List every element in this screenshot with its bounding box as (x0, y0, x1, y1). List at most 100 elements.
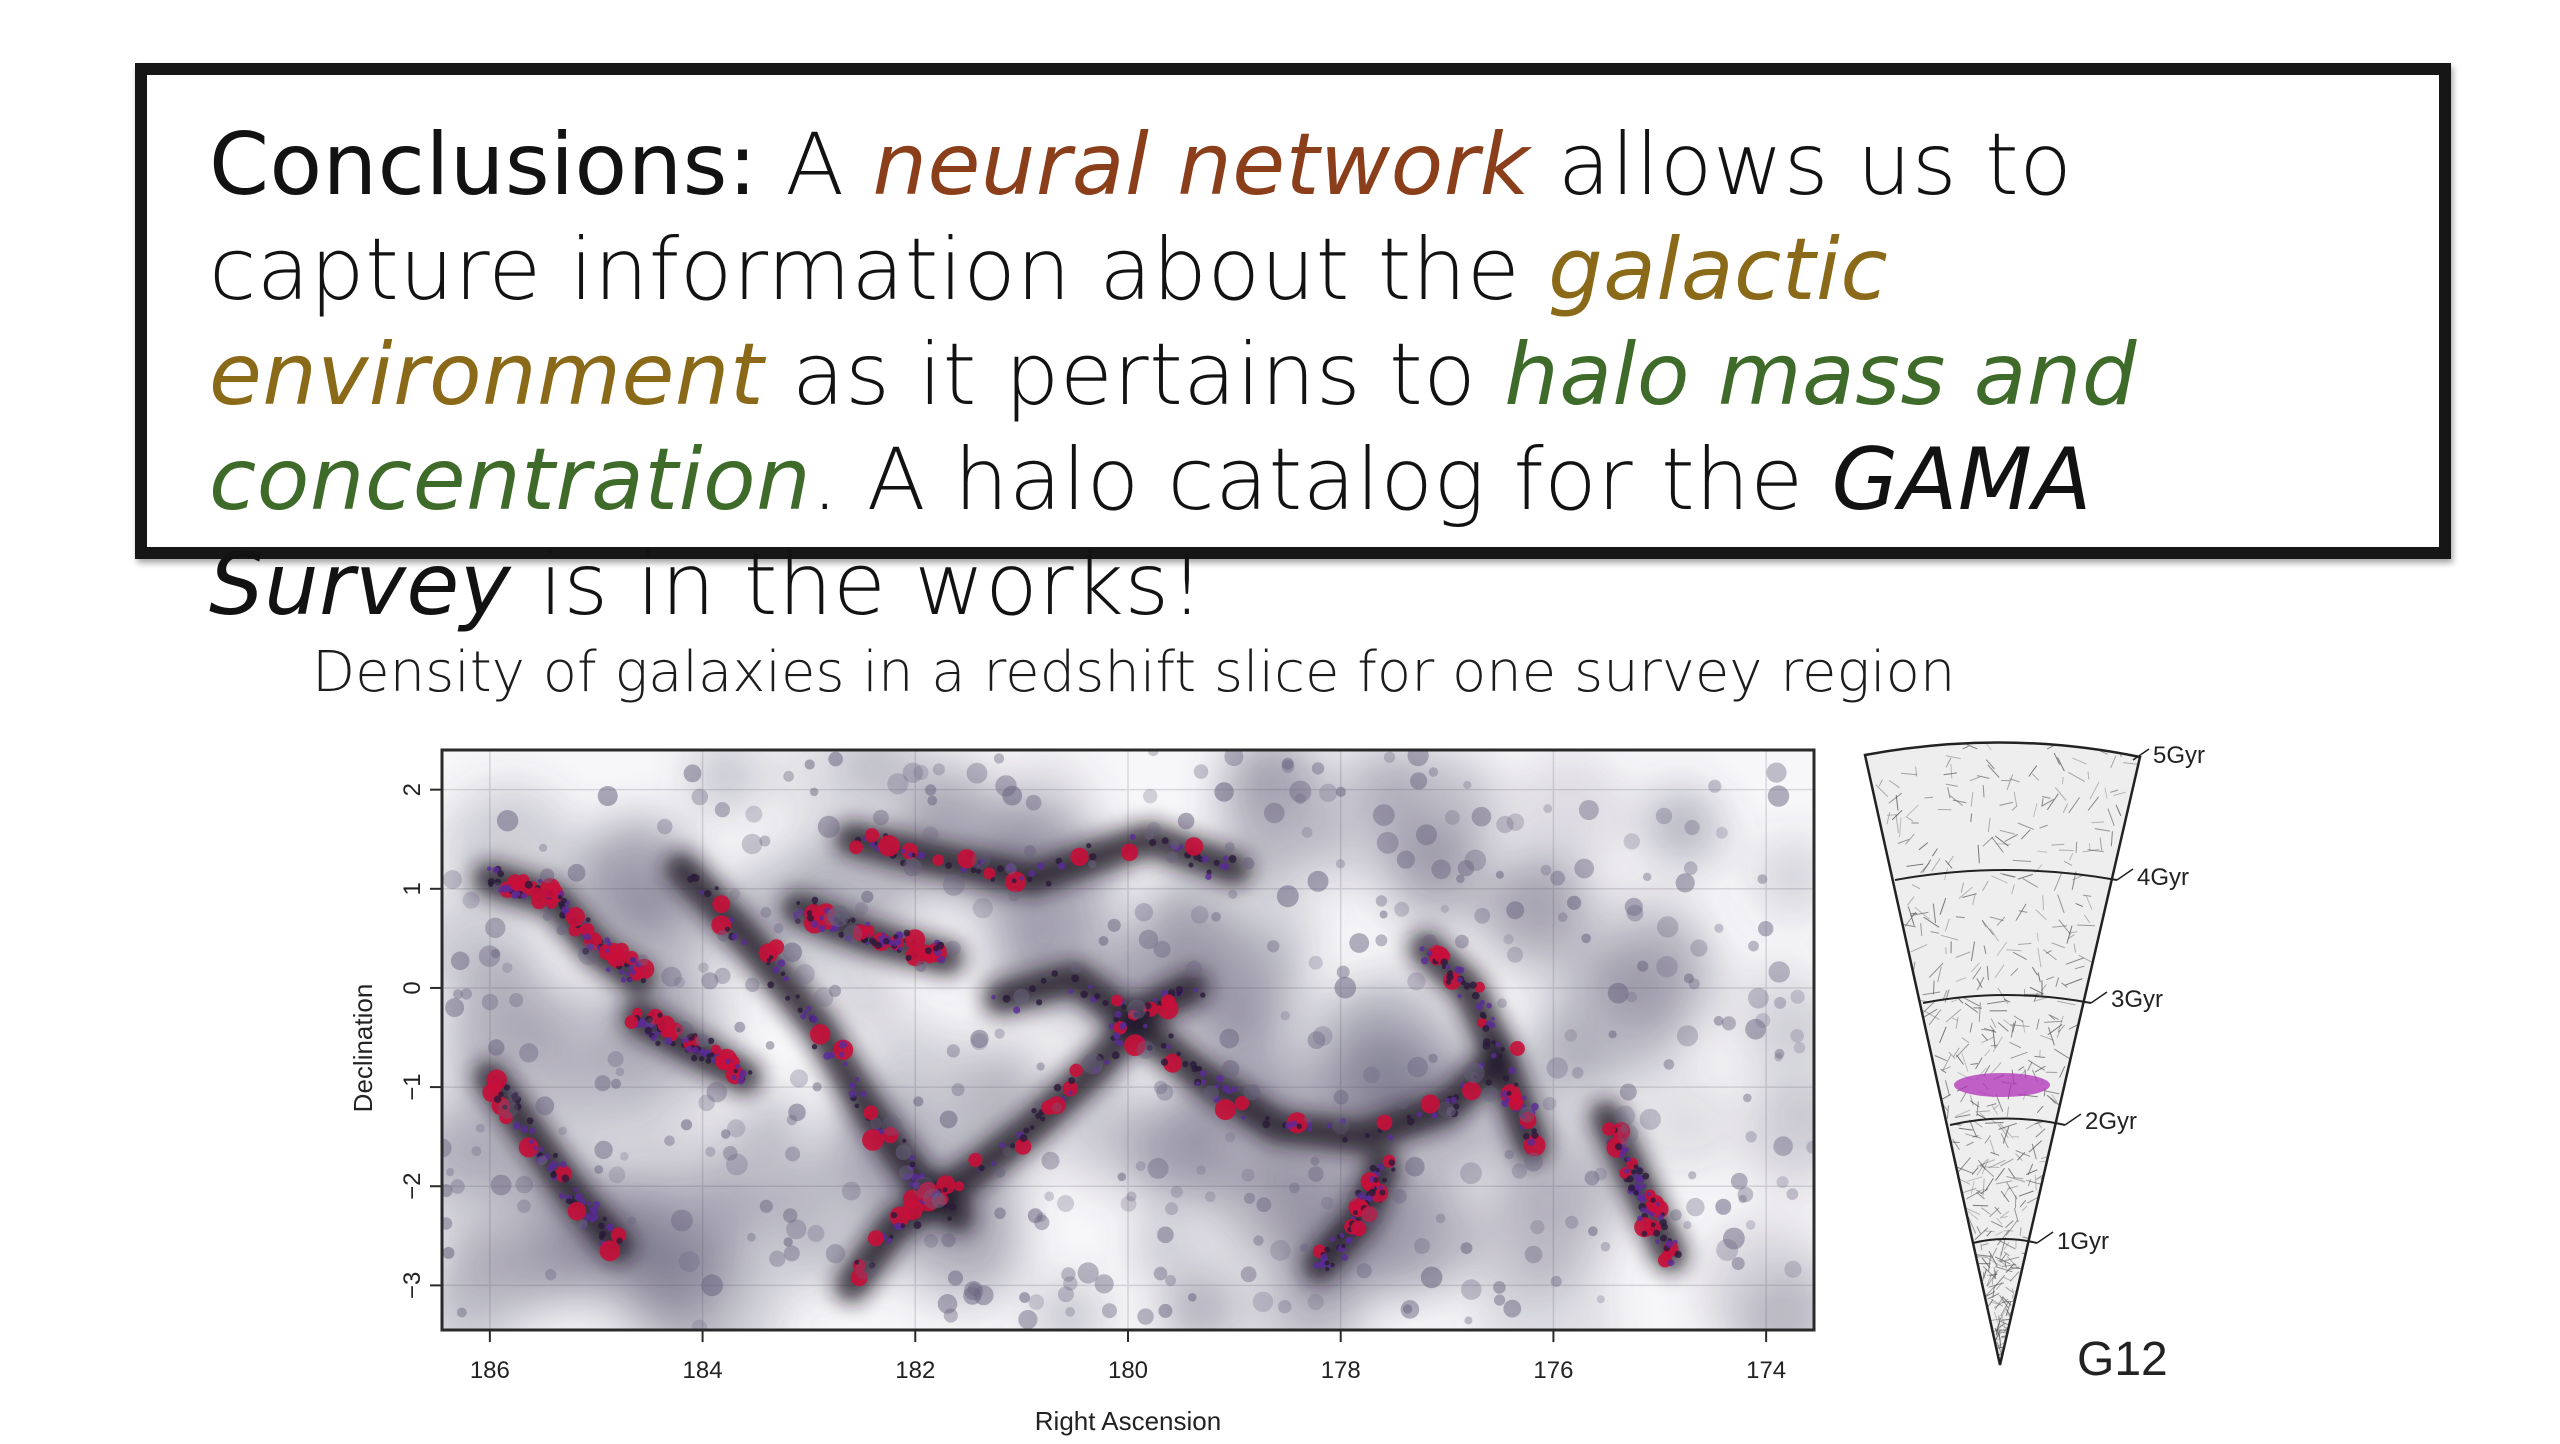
galaxy-point (899, 1165, 914, 1180)
galaxy-point (1324, 1247, 1330, 1253)
galaxy-point (1470, 982, 1477, 989)
galaxy-point (714, 968, 730, 984)
galaxy-point (1482, 1086, 1498, 1102)
galaxy-point (1391, 1167, 1395, 1171)
galaxy-point (973, 898, 993, 918)
galaxy-point (1342, 1254, 1349, 1261)
galaxy-point (1474, 908, 1490, 924)
y-tick-label: −1 (399, 1073, 426, 1100)
galaxy-point (605, 948, 610, 953)
galaxy-point (1170, 840, 1180, 850)
galaxy-point (1313, 1026, 1333, 1046)
x-tick-label: 182 (895, 1357, 935, 1384)
galaxy-point (1421, 1267, 1443, 1289)
galaxy-point (1625, 898, 1643, 916)
galaxy-point (1228, 890, 1237, 899)
galaxy-point (1281, 1011, 1290, 1020)
galaxy-point (562, 1175, 570, 1183)
galaxy-point (952, 1083, 965, 1096)
galaxy-point (625, 1015, 639, 1029)
galaxy-point (1581, 934, 1591, 944)
cone-web-strand (2089, 843, 2090, 851)
galaxy-point (1136, 1025, 1141, 1030)
cone-tick-5gyr (2133, 749, 2149, 760)
galaxy-point (476, 1124, 485, 1133)
galaxy-point (881, 932, 886, 937)
galaxy-point (604, 937, 610, 943)
galaxy-point (1376, 895, 1387, 906)
galaxy-point (715, 802, 730, 817)
galaxy-point (967, 763, 988, 784)
galaxy-point (1265, 1116, 1270, 1121)
galaxy-point (1008, 890, 1020, 902)
galaxy-point (883, 938, 890, 945)
galaxy-point (1018, 1310, 1037, 1329)
galaxy-point (843, 925, 862, 944)
galaxy-point (1291, 1121, 1298, 1128)
galaxy-point (479, 945, 501, 967)
galaxy-point (529, 1139, 535, 1145)
galaxy-point (540, 869, 554, 883)
galaxy-point (1277, 885, 1299, 907)
galaxy-point (696, 1034, 709, 1047)
galaxy-point (1651, 1222, 1656, 1227)
galaxy-point (1407, 1115, 1411, 1119)
galaxy-point (1190, 1061, 1197, 1068)
galaxy-point (731, 1075, 736, 1080)
galaxy-point (1225, 842, 1235, 852)
galaxy-point (497, 871, 504, 878)
galaxy-point (717, 930, 729, 942)
galaxy-point (1483, 1038, 1491, 1046)
galaxy-point (1013, 1006, 1020, 1013)
galaxy-point (1482, 1025, 1489, 1032)
galaxy-point (1543, 1097, 1556, 1110)
galaxy-point (1031, 1108, 1036, 1113)
galaxy-point (1102, 1303, 1117, 1318)
galaxy-point (534, 1146, 538, 1150)
galaxy-point (687, 876, 694, 883)
galaxy-point (995, 1168, 1005, 1178)
galaxy-point (637, 955, 648, 966)
haze-blob (1642, 787, 1714, 859)
galaxy-point (1094, 993, 1100, 999)
galaxy-point (1745, 1019, 1766, 1040)
galaxy-point (760, 907, 771, 918)
galaxy-point (1136, 1161, 1146, 1171)
galaxy-point (886, 1238, 892, 1244)
galaxy-point (1708, 780, 1721, 793)
galaxy-point (600, 1240, 621, 1261)
galaxy-point (1690, 940, 1707, 957)
y-tick-label: 0 (399, 981, 426, 994)
galaxy-point (610, 951, 626, 967)
galaxy-point (1137, 1041, 1155, 1059)
galaxy-point (1421, 957, 1428, 964)
galaxy-point (1185, 837, 1204, 856)
galaxy-point (924, 1234, 938, 1248)
galaxy-point (971, 868, 976, 873)
galaxy-point (586, 917, 591, 922)
cone-web-strand (1991, 1045, 1998, 1046)
cone-web-strand (2076, 842, 2077, 853)
galaxy-point (1005, 863, 1017, 875)
galaxy-point (1732, 1257, 1745, 1270)
galaxy-point (1061, 1267, 1075, 1281)
galaxy-point (619, 970, 624, 975)
galaxy-point (561, 898, 567, 904)
galaxy-point (1650, 1212, 1655, 1217)
galaxy-point (807, 910, 812, 915)
galaxy-point (1512, 1163, 1527, 1178)
galaxy-point (1225, 1132, 1235, 1142)
galaxy-point (796, 901, 800, 905)
galaxy-point (941, 1233, 955, 1247)
galaxy-point (578, 1219, 587, 1228)
galaxy-point (807, 915, 814, 922)
galaxy-point (1042, 1152, 1060, 1170)
galaxy-point (1405, 1157, 1425, 1177)
galaxy-point (878, 835, 900, 857)
galaxy-point (843, 1062, 848, 1067)
galaxy-point (861, 891, 873, 903)
galaxy-point (1034, 1215, 1049, 1230)
galaxy-point (1790, 1029, 1804, 1043)
galaxy-point (568, 1202, 587, 1221)
galaxy-point (645, 1027, 652, 1034)
